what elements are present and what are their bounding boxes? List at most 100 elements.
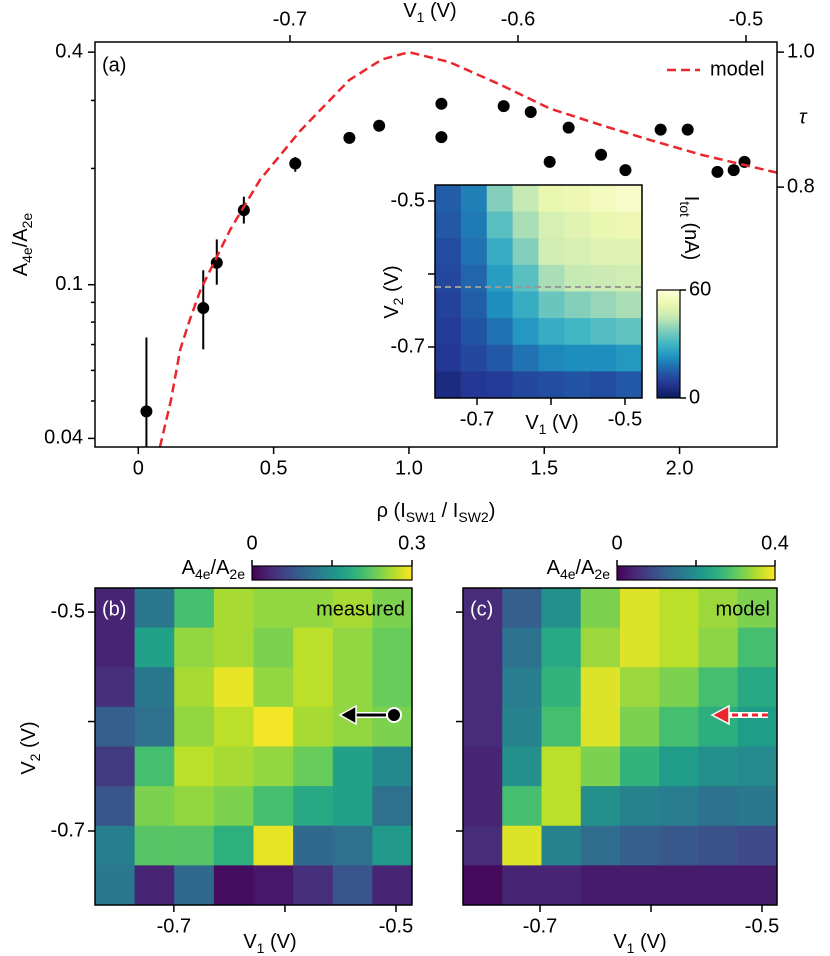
x2-axis-label: V1 (V) xyxy=(403,0,456,24)
heatmap-cell xyxy=(564,371,591,399)
heatmap-cell xyxy=(659,706,699,747)
heatmap-cell xyxy=(620,825,660,866)
heatmap-cell xyxy=(253,706,294,747)
heatmap-cell xyxy=(698,786,739,827)
heatmap-cell xyxy=(502,786,542,827)
data-point xyxy=(373,119,386,132)
heatmap-cell xyxy=(486,185,514,213)
heatmap-cell xyxy=(463,627,503,668)
heatmap-cell xyxy=(460,291,488,319)
heatmap-cell xyxy=(293,825,334,866)
heatmap-cell xyxy=(538,291,565,319)
x-axis-label: V1 (V) xyxy=(525,412,578,436)
colorbar-label-part: I xyxy=(680,196,702,202)
heatmap-cell xyxy=(737,746,778,787)
colorbar-label-part: 4e xyxy=(560,566,576,582)
heatmap-cell xyxy=(590,344,617,372)
panel-label: (a) xyxy=(102,54,126,76)
heatmap-cell xyxy=(590,264,617,292)
heatmap-cell xyxy=(737,588,778,629)
heatmap-cell xyxy=(541,588,582,629)
y-tick-label: -0.5 xyxy=(391,189,425,211)
panel-annotation: measured xyxy=(316,598,405,620)
y2-axis-label: τ xyxy=(799,106,808,128)
heatmap-cell xyxy=(580,667,621,708)
heatmap-cell xyxy=(174,746,215,787)
x-tick-label: 0 xyxy=(133,457,144,479)
heatmap-cell xyxy=(332,786,373,827)
heatmap-cell xyxy=(580,865,621,906)
heatmap-cell xyxy=(580,825,621,866)
heatmap-cell xyxy=(332,627,373,668)
heatmap-cell xyxy=(616,318,643,346)
heatmap-cell xyxy=(659,825,699,866)
heatmap-cell xyxy=(580,706,621,747)
colorbar xyxy=(251,565,413,581)
heatmap-cell xyxy=(253,825,294,866)
heatmap-cell xyxy=(541,746,582,787)
colorbar-label-part: (nA) xyxy=(680,217,702,260)
data-point xyxy=(343,131,356,144)
heatmap-cell xyxy=(435,211,462,239)
heatmap-cell xyxy=(502,627,542,668)
data-point xyxy=(524,105,537,118)
heatmap-cell xyxy=(502,825,542,866)
colorbar xyxy=(656,289,681,399)
heatmap-cell xyxy=(616,185,643,213)
x-axis-label-part: (V) xyxy=(264,931,296,953)
colorbar-tick-label: 0 xyxy=(246,532,257,554)
colorbar-tick-label: 0.3 xyxy=(398,532,426,554)
y-axis-label: V2 (V) xyxy=(18,721,42,774)
heatmap-cell xyxy=(253,746,294,787)
heatmap-cell xyxy=(332,667,373,708)
heatmap-cell xyxy=(512,185,539,213)
data-point xyxy=(654,123,667,136)
heatmap-cell xyxy=(486,211,514,239)
y-tick-label: 0.1 xyxy=(55,273,83,295)
heatmap-cell xyxy=(293,667,334,708)
heatmap-cell xyxy=(620,667,660,708)
heatmap-cell xyxy=(134,825,175,866)
heatmap-cell xyxy=(95,667,136,708)
heatmap-cell xyxy=(486,371,514,399)
y2-tick-label: 1.0 xyxy=(787,40,815,62)
heatmap-cell xyxy=(253,627,294,668)
heatmap-cell xyxy=(213,706,254,747)
plot-frame xyxy=(94,41,778,448)
panel-annotation: model xyxy=(716,598,770,620)
colorbar-label-part: A xyxy=(547,557,561,579)
x-axis-label-part: SW2 xyxy=(458,509,489,525)
heatmap-cell xyxy=(512,211,539,239)
heatmap-cell xyxy=(213,746,254,787)
colorbar-label-part: /A xyxy=(576,557,596,579)
heatmap-cell xyxy=(698,627,739,668)
y-axis-label-part: 2 xyxy=(390,297,406,305)
colorbar-label: A4e/A2e xyxy=(182,557,246,581)
y-axis-label-part: V xyxy=(18,761,40,775)
x2-axis-label-part: (V) xyxy=(424,0,456,22)
colorbar-tick-label: 60 xyxy=(689,278,711,300)
heatmap-cell xyxy=(580,588,621,629)
heatmap-cell xyxy=(253,786,294,827)
heatmap-cell xyxy=(372,786,413,827)
heatmap-cell xyxy=(564,185,591,213)
heatmap-cell xyxy=(293,746,334,787)
heatmap-cell xyxy=(538,185,565,213)
data-point xyxy=(497,100,510,113)
heatmap-cell xyxy=(737,667,778,708)
heatmap-cell xyxy=(253,667,294,708)
heatmap-cell xyxy=(293,706,334,747)
colorbar-label-part: tot xyxy=(677,201,693,217)
heatmap-cell xyxy=(134,865,175,906)
heatmap-cell xyxy=(435,291,462,319)
heatmap-cell xyxy=(737,825,778,866)
data-point xyxy=(140,405,153,418)
heatmap-cell xyxy=(698,865,739,906)
heatmap-cell xyxy=(580,746,621,787)
x2-tick-label: -0.6 xyxy=(501,8,535,30)
heatmap-cell xyxy=(620,588,660,629)
heatmap-cell xyxy=(502,588,542,629)
heatmap-cell xyxy=(460,318,488,346)
